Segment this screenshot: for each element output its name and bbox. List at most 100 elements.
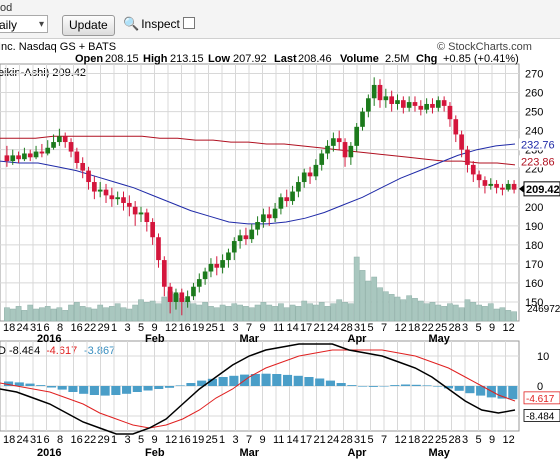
x-tick-label: 14	[287, 322, 299, 334]
candle-body	[214, 263, 220, 268]
update-button[interactable]: Update	[62, 15, 115, 36]
volume-bar	[278, 303, 284, 322]
candle-body	[336, 138, 342, 143]
volume-bar	[62, 310, 69, 322]
x-major-label: Apr	[348, 447, 368, 459]
candle-body	[465, 149, 470, 165]
candle-body	[10, 155, 16, 162]
x-tick-label: 6	[44, 434, 50, 446]
macd-legend-main: -8.484	[9, 345, 40, 357]
x-major-label: Apr	[348, 333, 368, 345]
candle-body	[127, 202, 132, 207]
candle-body	[371, 84, 377, 99]
candle-body	[208, 263, 214, 272]
x-tick-label: 11	[273, 322, 284, 334]
volume-bar	[50, 308, 57, 322]
volume-bar	[400, 299, 407, 322]
candle-body	[400, 100, 406, 108]
candle-body	[395, 100, 400, 104]
candle-body	[156, 237, 161, 261]
candle-body	[27, 153, 33, 158]
x-tick-label: 17	[300, 322, 312, 334]
volume-bar	[382, 291, 389, 322]
last-value-label: 209.42	[526, 184, 560, 196]
x-tick-label: 7	[381, 434, 387, 446]
ma-short-value-label: 232.76	[521, 139, 555, 151]
toolbar: od aily ▾ Update 🔍 Inspect	[0, 0, 560, 39]
volume-bar	[406, 295, 413, 322]
high-label: High	[143, 53, 168, 65]
x-tick-label: 29	[98, 322, 110, 334]
volume-bar	[266, 304, 273, 322]
x-tick-label: 1	[111, 322, 117, 334]
macd-histogram-bar	[122, 386, 132, 394]
candle-body	[441, 100, 447, 106]
x-tick-label: 9	[489, 434, 495, 446]
x-tick-label: 22	[84, 434, 96, 446]
volume-bar	[464, 299, 471, 322]
volume-bar	[68, 304, 74, 322]
volume-bar	[295, 306, 302, 322]
volume-bar	[190, 303, 197, 322]
macd-histogram-bar	[293, 375, 303, 386]
x-tick-label: 16	[179, 434, 191, 446]
x-tick-label: 12	[165, 322, 177, 334]
candle-body	[86, 170, 91, 183]
volume-bar	[318, 302, 325, 322]
volume-bar	[260, 302, 267, 322]
volume-bar	[91, 308, 98, 322]
volume-bar	[447, 303, 453, 322]
macd-histogram-bar	[46, 386, 57, 388]
macd-histogram-bar	[100, 386, 110, 396]
candle-body	[307, 172, 313, 177]
candle-body	[366, 98, 371, 112]
candle-body	[505, 183, 511, 190]
x-tick-label: 16	[71, 434, 83, 446]
macd-histogram-bar	[454, 386, 464, 391]
x-tick-label: 5	[138, 434, 144, 446]
ohlc-summary: Open 208.15 High 213.15 Low 207.92 Last …	[75, 53, 519, 65]
candle-body	[115, 197, 121, 200]
macd-histogram-bar	[508, 386, 518, 400]
x-tick-label: 12	[503, 322, 515, 334]
volume-bar	[243, 306, 249, 322]
macd-histogram-bar	[175, 385, 185, 386]
macd-histogram-bar	[304, 377, 314, 386]
candle-body	[383, 96, 389, 101]
candle-body	[185, 296, 190, 302]
volume-bar	[487, 303, 494, 322]
candle-body	[121, 197, 126, 203]
x-tick-label: 11	[273, 434, 284, 446]
volume-bar	[108, 306, 115, 322]
volume-bar	[9, 308, 16, 322]
x-tick-label: 18	[3, 434, 15, 446]
macd-histogram-bar	[443, 386, 454, 389]
macd-histogram-bar	[164, 386, 175, 388]
candle-body	[243, 235, 249, 240]
volume-bar	[56, 307, 63, 322]
volume-value: 2.5M	[385, 53, 409, 65]
period-select[interactable]: aily ▾	[0, 15, 48, 33]
price-tick-label: 200	[525, 202, 543, 214]
open-label: Open	[75, 53, 103, 65]
candle-body	[511, 183, 517, 190]
inspect-checkbox[interactable]	[182, 17, 195, 29]
candle-body	[196, 279, 202, 287]
candle-body	[167, 286, 173, 302]
volume-bar	[377, 287, 383, 322]
macd-histogram-bar	[325, 380, 335, 386]
candle-body	[301, 172, 307, 183]
macd-histogram-bar	[315, 378, 325, 386]
x-tick-label: 5	[476, 322, 482, 334]
volume-bar	[27, 304, 34, 322]
macd-histogram-bar	[207, 378, 217, 386]
volume-bar	[208, 306, 214, 322]
volume-bar	[219, 304, 226, 322]
inspect-toggle[interactable]: 🔍 Inspect	[123, 16, 195, 32]
volume-bar	[149, 300, 156, 322]
volume-bar	[237, 304, 243, 322]
macd-value-label: -8.484	[526, 411, 555, 422]
volume-bar	[114, 303, 121, 322]
volume-bar	[493, 308, 500, 322]
macd-histogram-bar	[57, 386, 67, 390]
